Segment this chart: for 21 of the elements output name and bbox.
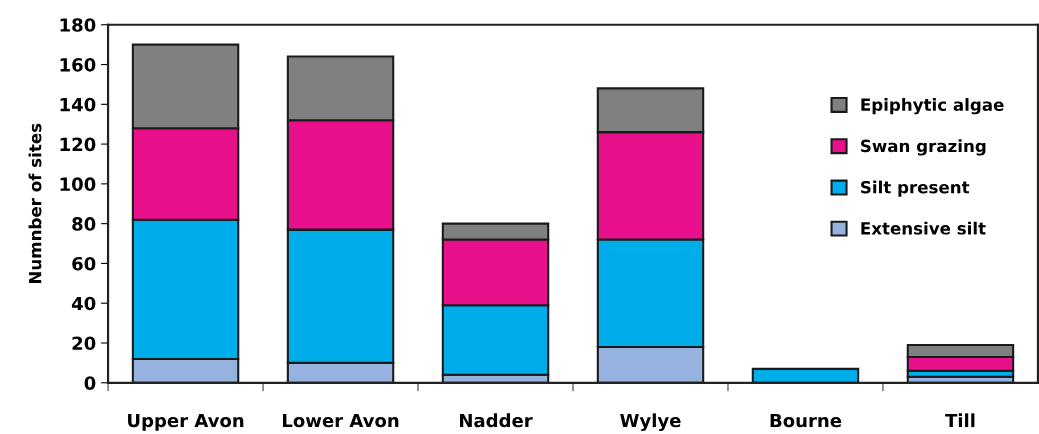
y-tick-label: 20 bbox=[72, 336, 96, 351]
y-tick-label: 0 bbox=[84, 376, 96, 390]
y-tick-label: 160 bbox=[60, 57, 96, 72]
y-tick-label: 60 bbox=[72, 256, 96, 271]
x-tick-label: Bourne bbox=[770, 413, 842, 428]
x-tick-label: Nadder bbox=[460, 413, 533, 428]
y-tick-label: 120 bbox=[60, 137, 96, 152]
x-tick-label: Lower Avon bbox=[283, 413, 399, 428]
x-tick-label: Wylye bbox=[620, 413, 681, 431]
y-tick-label: 80 bbox=[72, 217, 96, 231]
legend-label: Silt present bbox=[861, 180, 970, 197]
y-tick-label: 140 bbox=[60, 97, 96, 112]
y-tick-label: 180 bbox=[60, 18, 96, 32]
y-tick-label: 100 bbox=[60, 177, 96, 191]
x-tick-label: Upper Avon bbox=[128, 413, 244, 431]
x-tick-label: Till bbox=[945, 413, 975, 428]
legend-label: Extensive silt bbox=[861, 221, 986, 235]
y-axis-title: Numnber of sites bbox=[28, 123, 42, 284]
y-tick-label: 40 bbox=[71, 296, 96, 311]
legend-label: Epiphytic algae bbox=[861, 98, 1004, 115]
legend-label: Swan grazing bbox=[861, 139, 986, 156]
